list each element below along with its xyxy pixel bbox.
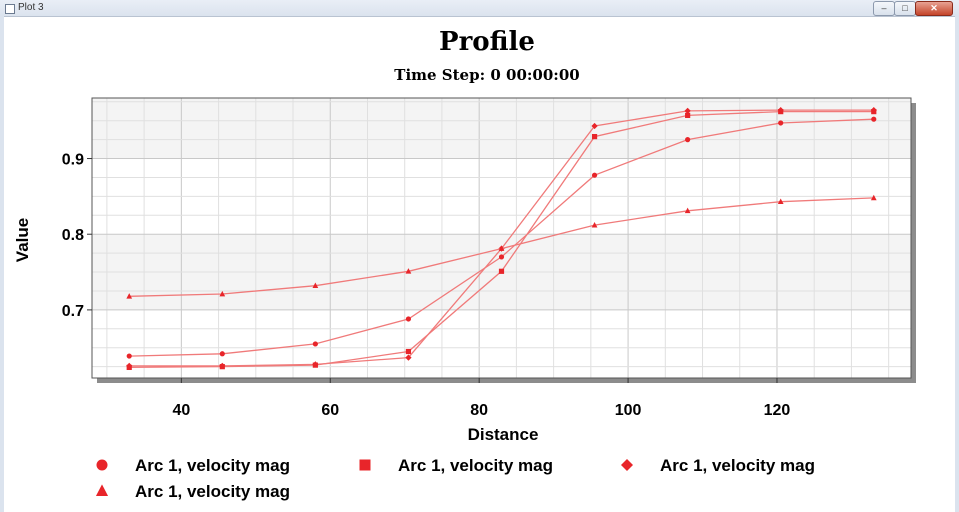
data-point-diamond <box>591 122 598 130</box>
data-point-diamond <box>777 106 784 114</box>
window-app-icon <box>5 4 15 14</box>
data-point-circle <box>778 120 784 126</box>
data-point-circle <box>405 316 412 322</box>
legend-marker-diamond <box>621 459 633 471</box>
data-point-circle <box>591 172 598 178</box>
x-tick-label: 100 <box>615 402 642 419</box>
data-point-triangle <box>126 293 133 299</box>
data-point-triangle <box>684 207 691 214</box>
y-axis-label: Value <box>13 218 32 262</box>
window-titlebar: Plot 3 – □ ✕ <box>0 0 959 17</box>
y-tick-label: 0.8 <box>62 227 84 244</box>
chart-title: Profile <box>439 27 535 57</box>
y-tick-label: 0.7 <box>62 303 84 320</box>
data-point-square <box>685 112 691 119</box>
data-point-triangle <box>219 290 226 297</box>
x-tick-label: 80 <box>470 402 488 419</box>
data-point-diamond <box>219 362 226 370</box>
data-point-circle <box>685 137 691 143</box>
data-point-diamond <box>405 354 412 361</box>
data-point-circle <box>219 351 225 357</box>
legend-label: Arc 1, velocity mag <box>135 482 290 501</box>
legend-label: Arc 1, velocity mag <box>398 456 553 475</box>
legend-label: Arc 1, velocity mag <box>135 456 290 475</box>
chart-subtitle: Time Step: 0 00:00:00 <box>394 66 579 84</box>
plot-frame <box>91 97 912 379</box>
data-point-square <box>498 268 505 274</box>
data-point-triangle <box>405 268 412 274</box>
data-point-triangle <box>498 245 505 251</box>
legend-marker-circle <box>96 459 108 471</box>
data-point-circle <box>871 116 877 122</box>
data-point-diamond <box>684 107 691 114</box>
maximize-button[interactable]: □ <box>894 1 916 16</box>
data-point-diamond <box>126 362 133 370</box>
legend-marker-triangle <box>95 484 109 496</box>
data-point-triangle <box>870 194 877 201</box>
data-point-circle <box>126 353 132 359</box>
x-tick-label: 120 <box>764 402 791 419</box>
x-tick-label: 40 <box>172 402 190 419</box>
data-point-circle <box>498 254 505 260</box>
data-point-square <box>405 348 412 355</box>
data-point-diamond <box>312 361 319 368</box>
plot-band <box>92 98 911 159</box>
window-frame-right <box>955 16 959 512</box>
y-tick-label: 0.9 <box>62 152 84 169</box>
data-point-triangle <box>777 198 784 205</box>
legend-label: Arc 1, velocity mag <box>660 456 815 475</box>
x-tick-label: 60 <box>321 402 339 419</box>
data-point-circle <box>312 341 318 347</box>
x-axis-label: Distance <box>468 425 539 444</box>
close-button[interactable]: ✕ <box>915 1 953 16</box>
data-point-triangle <box>591 222 598 228</box>
legend-marker-square <box>359 459 371 471</box>
data-point-triangle <box>312 282 319 289</box>
window-title: Plot 3 <box>18 2 44 13</box>
data-point-square <box>591 133 598 140</box>
data-point-diamond <box>870 106 877 114</box>
window-frame-left <box>0 16 4 512</box>
